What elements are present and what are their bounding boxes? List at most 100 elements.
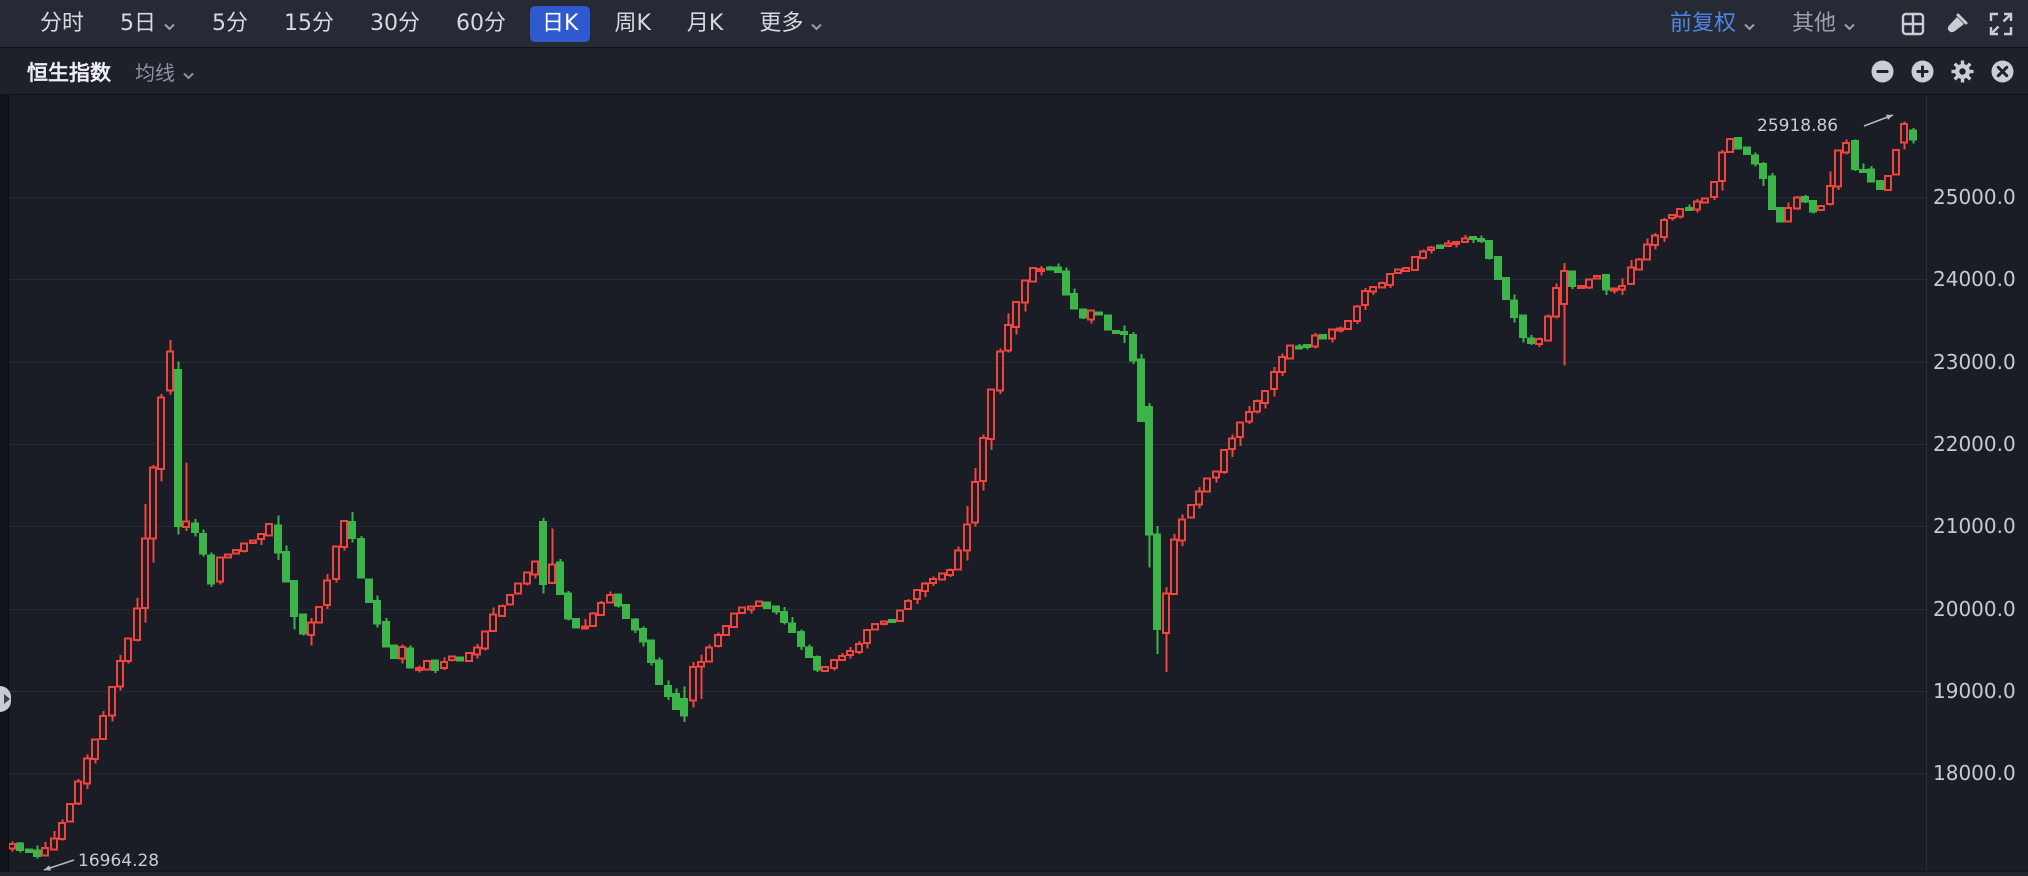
- candle: [689, 661, 697, 708]
- tab-monthly-k[interactable]: 月K: [686, 10, 724, 36]
- candle: [282, 545, 290, 583]
- candle: [987, 388, 995, 451]
- candle: [523, 571, 531, 586]
- tab-minute[interactable]: 分时: [40, 10, 85, 36]
- other-dropdown[interactable]: 其他: [1780, 4, 1868, 43]
- candle: [1328, 328, 1336, 343]
- candle: [1485, 240, 1493, 260]
- candle: [938, 572, 946, 581]
- candle: [921, 582, 929, 598]
- candle: [440, 657, 448, 671]
- candle: [1519, 314, 1527, 343]
- tab-5day[interactable]: 5日: [108, 4, 188, 43]
- candle: [232, 549, 240, 555]
- low-value-label: 16964.28: [78, 851, 159, 871]
- high-value-label: 25918.86: [1757, 116, 1838, 136]
- candle: [481, 630, 489, 651]
- tab-more[interactable]: 更多: [747, 4, 835, 43]
- candle: [597, 601, 605, 617]
- candle: [398, 644, 406, 664]
- candle: [1618, 278, 1626, 296]
- candle: [655, 657, 663, 685]
- candle: [855, 641, 863, 655]
- expand-arrow-icon: [3, 694, 10, 704]
- tab-daily-k[interactable]: 日K: [530, 5, 591, 42]
- candle: [1776, 207, 1784, 223]
- settings-gear-icon[interactable]: [1950, 59, 1975, 84]
- candle: [821, 665, 829, 672]
- candle: [199, 529, 207, 557]
- candle: [1817, 204, 1825, 211]
- close-icon[interactable]: [1990, 59, 2015, 84]
- candle: [1560, 262, 1568, 366]
- chevron-down-icon: [1843, 14, 1856, 36]
- annotation-arrow: [1863, 114, 1894, 127]
- candle: [290, 580, 298, 630]
- candle: [348, 511, 356, 543]
- candle: [1212, 470, 1220, 483]
- layout-grid-icon[interactable]: [1900, 11, 1926, 37]
- candle: [614, 593, 622, 608]
- adjust-mode-dropdown[interactable]: 前复权: [1658, 4, 1768, 43]
- candle: [880, 620, 888, 626]
- zoom-out-icon[interactable]: [1870, 59, 1895, 84]
- candle: [116, 654, 124, 691]
- candle: [1295, 344, 1303, 350]
- candle: [332, 545, 340, 583]
- candle: [498, 604, 506, 617]
- candle: [1602, 274, 1610, 296]
- candle: [299, 613, 307, 636]
- candlestick-canvas[interactable]: 25918.86 16964.28: [0, 95, 1927, 876]
- candle: [1577, 284, 1585, 289]
- candle: [83, 754, 91, 790]
- candle: [240, 542, 248, 553]
- candle: [996, 348, 1004, 395]
- candle: [1627, 259, 1635, 286]
- candle: [1270, 367, 1278, 397]
- chevron-down-icon: [810, 14, 823, 36]
- candle: [473, 643, 481, 659]
- time-axis-strip: [0, 871, 2028, 876]
- candle: [74, 779, 82, 805]
- tab-weekly-k[interactable]: 周K: [614, 10, 651, 36]
- candle: [664, 680, 672, 700]
- candle: [606, 591, 614, 604]
- candle: [680, 686, 688, 723]
- y-axis-label: 20000.0: [1933, 596, 2016, 621]
- candle: [1369, 285, 1377, 295]
- candle: [66, 802, 74, 823]
- tab-30min[interactable]: 30分: [370, 10, 421, 36]
- moving-average-dropdown[interactable]: 均线: [135, 57, 195, 86]
- candle: [1394, 268, 1402, 274]
- candle: [1228, 434, 1236, 457]
- candle: [1784, 202, 1792, 223]
- candle: [423, 660, 431, 671]
- sidebar-expand-handle[interactable]: [0, 686, 11, 712]
- y-axis-label: 18000.0: [1933, 761, 2016, 786]
- fullscreen-icon[interactable]: [1988, 11, 2014, 37]
- candle: [108, 686, 116, 722]
- candle: [697, 654, 705, 699]
- candle: [1552, 283, 1560, 319]
- candle: [1087, 309, 1095, 324]
- tab-60min[interactable]: 60分: [456, 10, 507, 36]
- candle: [1303, 343, 1311, 350]
- candle: [1477, 235, 1485, 243]
- candle: [1593, 275, 1601, 280]
- candle: [1568, 270, 1576, 289]
- brush-icon[interactable]: [1944, 11, 1970, 37]
- candle: [1079, 308, 1087, 319]
- candle: [1900, 121, 1908, 150]
- candle: [25, 848, 33, 853]
- candle: [1676, 207, 1684, 219]
- candle: [1701, 197, 1709, 204]
- candle: [581, 618, 589, 630]
- zoom-in-icon[interactable]: [1910, 59, 1935, 84]
- candle: [265, 523, 273, 537]
- candle: [672, 688, 680, 711]
- tab-5min[interactable]: 5分: [212, 10, 249, 36]
- candle: [1029, 266, 1037, 283]
- tab-15min[interactable]: 15分: [284, 10, 335, 36]
- candle: [738, 606, 746, 614]
- candle: [1427, 246, 1435, 254]
